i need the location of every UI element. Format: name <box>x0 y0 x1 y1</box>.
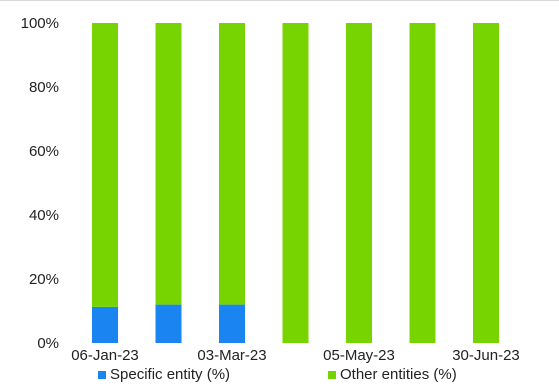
bar-segment-specific-entity <box>219 304 245 343</box>
x-tick-label: 05-May-23 <box>323 347 395 364</box>
legend-item-specific-entity: Specific entity (%) <box>98 366 230 383</box>
legend-swatch-other-entities <box>328 370 336 379</box>
y-tick-label: 80% <box>29 79 59 96</box>
bar-segment-other-entities <box>409 23 436 343</box>
top-border <box>0 0 559 1</box>
bar-segment-specific-entity <box>155 304 182 343</box>
legend: Specific entity (%) Other entities (%) <box>0 366 559 386</box>
bar-segment-other-entities <box>92 23 118 307</box>
bar-segment-other-entities <box>155 23 182 305</box>
bar-segment-specific-entity <box>92 306 118 343</box>
bar-segment-other-entities <box>219 23 245 305</box>
x-tick-label: 03-Mar-23 <box>197 347 266 364</box>
bar-segment-other-entities <box>473 23 499 343</box>
y-tick-label: 60% <box>29 143 59 160</box>
legend-swatch-specific-entity <box>98 370 106 379</box>
x-axis-ticks: 06-Jan-23 03-Mar-23 05-May-23 30-Jun-23 <box>71 347 520 364</box>
legend-label-other-entities: Other entities (%) <box>340 366 457 383</box>
y-tick-label: 100% <box>21 15 59 32</box>
bar-segment-other-entities <box>346 23 372 343</box>
y-tick-label: 20% <box>29 271 59 288</box>
legend-label-specific-entity: Specific entity (%) <box>110 366 231 383</box>
y-tick-label: 0% <box>37 335 59 352</box>
bar-segment-other-entities <box>282 23 309 343</box>
y-tick-label: 40% <box>29 207 59 224</box>
bars <box>92 23 499 343</box>
x-tick-label: 30-Jun-23 <box>452 347 520 364</box>
y-axis-ticks: 0% 20% 40% 60% 80% 100% <box>21 15 59 352</box>
stacked-bar-chart: 0% 20% 40% 60% 80% 100% 06-Jan-23 03-Mar-23 05-… <box>21 15 520 364</box>
legend-item-other-entities: Other entities (%) <box>328 366 457 383</box>
x-tick-label: 06-Jan-23 <box>71 347 139 364</box>
